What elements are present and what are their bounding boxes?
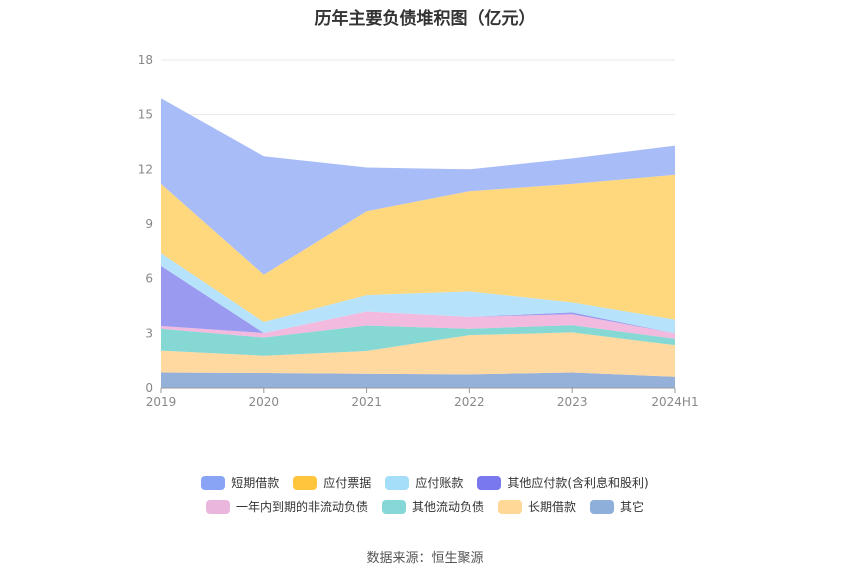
legend-label: 其它 <box>620 500 645 514</box>
legend-item[interactable]: 其它 <box>590 498 644 515</box>
series-area-长期借款 <box>161 332 675 377</box>
y-tick-label: 6 <box>145 272 153 286</box>
x-tick-label: 2024H1 <box>651 395 698 409</box>
legend-label: 短期借款 <box>231 476 280 490</box>
legend-label: 其他应付款(含利息和股利) <box>507 476 649 490</box>
y-tick-label: 9 <box>145 217 153 231</box>
series-area-其它 <box>161 372 675 388</box>
legend-swatch <box>205 499 230 514</box>
legend-row-2: 一年内到期的非流动负债 其他流动负债 长期借款 其它 <box>0 498 850 515</box>
legend-swatch <box>498 499 522 514</box>
x-tick-label: 2023 <box>557 395 588 409</box>
legend-label: 其他流动负债 <box>411 500 484 514</box>
legend-swatch <box>381 499 406 514</box>
legend-swatch <box>293 475 318 490</box>
legend-label: 应付票据 <box>323 476 372 490</box>
legend-item[interactable]: 一年内到期的非流动负债 <box>205 498 368 515</box>
legend-item[interactable]: 长期借款 <box>498 498 576 515</box>
legend-item[interactable]: 短期借款 <box>201 474 279 491</box>
data-source-note: 数据来源：恒生聚源 <box>366 551 484 566</box>
y-tick-label: 0 <box>145 381 153 395</box>
legend-swatch <box>385 475 410 490</box>
x-tick-label: 2021 <box>351 395 382 409</box>
legend-item[interactable]: 应付票据 <box>293 474 371 491</box>
legend-item[interactable]: 其他流动负债 <box>381 498 484 515</box>
legend-swatch <box>477 475 502 490</box>
x-tick-label: 2019 <box>146 395 177 409</box>
series-area-其他流动负债 <box>161 325 675 356</box>
x-tick-label: 2022 <box>454 395 485 409</box>
y-tick-label: 18 <box>138 53 153 67</box>
legend-label: 长期借款 <box>528 500 577 514</box>
y-tick-label: 3 <box>145 326 153 340</box>
x-tick-label: 2020 <box>249 395 280 409</box>
area-layer <box>161 98 675 388</box>
y-tick-label: 12 <box>138 162 153 176</box>
series-area-应付票据 <box>161 174 675 323</box>
y-tick-label: 15 <box>138 108 153 122</box>
series-area-短期借款 <box>161 98 675 275</box>
chart-title: 历年主要负债堆积图（亿元） <box>314 9 536 29</box>
legend-item[interactable]: 其他应付款(含利息和股利) <box>477 474 649 491</box>
axis-layer: 0 3 6 9 12 15 18 2019 2020 2021 2022 2023 2024H1 <box>138 53 699 409</box>
legend-swatch <box>201 475 226 490</box>
legend-swatch <box>590 499 615 514</box>
legend-row-1: 短期借款 应付票据 应付账款 其他应付款(含利息和股利) <box>0 474 850 491</box>
series-area-一年内到期的非流动负债 <box>161 311 675 339</box>
legend-item[interactable]: 应付账款 <box>385 474 463 491</box>
legend-label: 应付账款 <box>415 476 464 490</box>
legend-label: 一年内到期的非流动负债 <box>235 500 368 514</box>
series-area-其他应付款(含利息和股利) <box>161 265 675 334</box>
